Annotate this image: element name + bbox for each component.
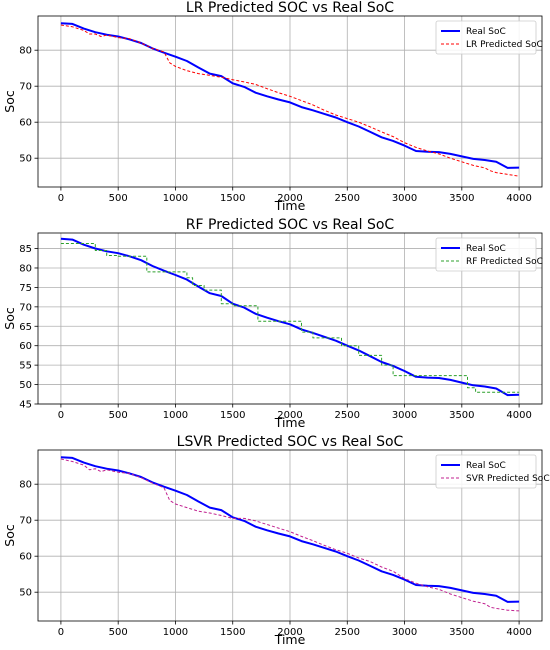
y-tick-label: 50 — [19, 154, 32, 165]
x-tick-label: 0 — [58, 410, 64, 421]
x-tick-label: 1000 — [163, 627, 188, 638]
x-tick-label: 4000 — [506, 410, 531, 421]
legend-label: Real SoC — [466, 27, 506, 37]
x-tick-label: 2000 — [277, 627, 302, 638]
y-tick-label: 80 — [19, 263, 32, 274]
legend-frame — [435, 237, 537, 272]
x-tick-label: 4000 — [506, 627, 531, 638]
y-axis-label: Soc — [2, 524, 17, 547]
series-line-real — [60, 237, 520, 397]
x-tick-label: 0 — [58, 193, 64, 204]
legend: Real SoC LR Predicted SoC — [435, 20, 543, 55]
x-tick-label: 0 — [58, 627, 64, 638]
series-line-predicted — [60, 458, 520, 612]
chart-panel-rf: 0 500 1000 1500 2000 2500 3000 3500 4000 45 50 55 60… — [2, 217, 543, 430]
chart-panel-lsvr: 0 500 1000 1500 2000 2500 3000 3500 4000 50 60 70 80… — [2, 434, 550, 647]
legend-label: Real SoC — [466, 244, 506, 254]
x-tick-label: 3500 — [449, 627, 474, 638]
y-tick-label: 60 — [19, 552, 32, 563]
legend: Real SoC RF Predicted SoC — [435, 237, 543, 272]
y-axis-label: Soc — [2, 90, 17, 113]
y-tick-label: 60 — [19, 341, 32, 352]
x-tick-label: 3000 — [392, 193, 417, 204]
x-axis-label: Time — [274, 632, 306, 647]
x-tick-label: 3000 — [392, 410, 417, 421]
x-tick-label: 3000 — [392, 627, 417, 638]
y-axis-label: Soc — [2, 307, 17, 330]
y-tick-label: 45 — [19, 400, 32, 411]
chart-title: LSVR Predicted SOC vs Real SoC — [177, 434, 404, 450]
y-tick-label: 80 — [19, 480, 32, 491]
y-tick-label: 70 — [19, 302, 32, 313]
y-tick-label: 55 — [19, 361, 32, 372]
x-tick-label: 4000 — [506, 193, 531, 204]
legend-frame — [435, 454, 537, 489]
series-line-real — [60, 22, 520, 169]
x-tick-label: 500 — [109, 410, 128, 421]
y-tick-label: 70 — [19, 82, 32, 93]
chart-title: LR Predicted SOC vs Real SoC — [186, 0, 394, 16]
legend-label: RF Predicted SoC — [466, 257, 543, 267]
x-tick-label: 500 — [109, 627, 128, 638]
legend-frame — [435, 20, 537, 55]
y-tick-label: 50 — [19, 588, 32, 599]
x-axis-label: Time — [274, 415, 306, 430]
legend: Real SoC SVR Predicted SoC — [435, 454, 550, 489]
x-tick-label: 2000 — [277, 193, 302, 204]
x-tick-label: 500 — [109, 193, 128, 204]
x-tick-label: 1500 — [220, 410, 245, 421]
x-tick-label: 3500 — [449, 193, 474, 204]
series-line-predicted — [60, 243, 520, 393]
legend-label: Real SoC — [466, 461, 506, 471]
chart-title: RF Predicted SOC vs Real SoC — [186, 217, 395, 233]
x-tick-label: 1000 — [163, 410, 188, 421]
x-tick-label: 2000 — [277, 410, 302, 421]
chart-panel-lr: 0 500 1000 1500 2000 2500 3000 3500 4000 50 60 70 80… — [2, 0, 543, 213]
y-tick-label: 80 — [19, 46, 32, 57]
x-tick-label: 1500 — [220, 193, 245, 204]
y-tick-label: 85 — [19, 244, 32, 255]
y-tick-label: 75 — [19, 283, 32, 294]
y-tick-label: 60 — [19, 118, 32, 129]
x-tick-label: 1500 — [220, 627, 245, 638]
x-tick-label: 2500 — [335, 410, 360, 421]
y-tick-label: 50 — [19, 380, 32, 391]
x-tick-label: 2500 — [335, 627, 360, 638]
x-tick-label: 3500 — [449, 410, 474, 421]
x-tick-label: 2500 — [335, 193, 360, 204]
x-tick-label: 1000 — [163, 193, 188, 204]
x-axis-label: Time — [274, 198, 306, 213]
y-tick-label: 70 — [19, 516, 32, 527]
legend-label: SVR Predicted SoC — [466, 474, 550, 484]
legend-label: LR Predicted SoC — [466, 40, 543, 50]
y-tick-label: 65 — [19, 322, 32, 333]
